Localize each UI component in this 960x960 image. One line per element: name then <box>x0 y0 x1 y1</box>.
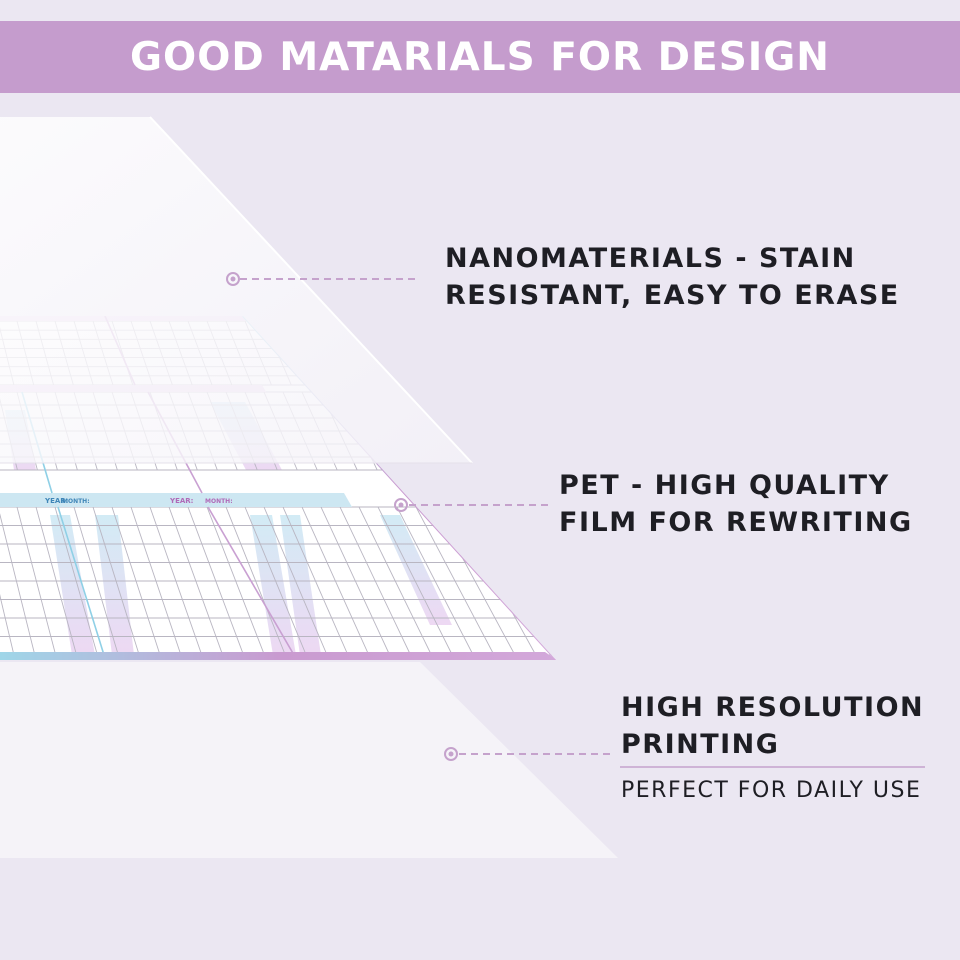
page-title: GOOD MATARIALS FOR DESIGN <box>130 34 830 80</box>
calendar-column-line <box>510 391 556 471</box>
header-banner: GOOD MATARIALS FOR DESIGN <box>0 21 960 93</box>
calendar-year-label: YEAR: <box>44 497 69 505</box>
calendar-column-line <box>244 506 307 656</box>
nanomaterials-label-line2: RESISTANT, EASY TO ERASE <box>445 280 900 311</box>
calendar-column-line <box>415 506 495 656</box>
calendar-column-line <box>206 506 265 656</box>
calendar-column-line <box>453 320 490 386</box>
calendar-column-line <box>339 506 411 656</box>
leader-printing <box>444 747 612 761</box>
nanomaterial-layer-sheet <box>0 117 472 463</box>
calendar-column-line <box>168 506 224 656</box>
calendar-column-line <box>130 506 182 656</box>
calendar-column-line <box>225 506 286 656</box>
calendar-column-line <box>548 320 556 386</box>
calendar-column-line <box>415 320 451 386</box>
calendar-month-label-2: MONTH: <box>205 498 233 505</box>
calendar-column-line <box>35 506 77 656</box>
calendar-column-line <box>54 506 98 656</box>
calendar-column-line <box>548 391 556 471</box>
calendar-column-line <box>301 506 370 656</box>
pet-label-line1: PET - HIGH QUALITY <box>559 470 890 501</box>
calendar-column-line <box>510 320 550 386</box>
calendar-column-line <box>491 391 538 471</box>
calendar-column-line <box>472 391 518 471</box>
pet-label-line2: FILM FOR REWRITING <box>559 507 913 538</box>
leader-pet <box>394 498 548 512</box>
printing-sublabel: PERFECT FOR DAILY USE <box>621 778 922 803</box>
calendar-column-line <box>396 320 431 386</box>
calendar-column-line <box>472 320 510 386</box>
calendar-column-line <box>377 506 453 656</box>
calendar-column-line <box>0 506 15 656</box>
calendar-column-line <box>434 320 470 386</box>
printing-label-line2: PRINTING <box>621 729 780 760</box>
printing-layer-sheet <box>0 662 618 858</box>
printing-label-line1: HIGH RESOLUTION <box>621 692 925 723</box>
calendar-column-line <box>396 506 474 656</box>
calendar-column-line <box>92 506 140 656</box>
leader-nanomaterials <box>226 272 420 286</box>
calendar-column-line <box>263 506 328 656</box>
calendar-column-line <box>0 506 36 656</box>
calendar-column-line <box>529 391 556 471</box>
nanomaterials-label: NANOMATERIALS - STAIN RESISTANT, EASY TO… <box>445 240 900 314</box>
calendar-column-line <box>149 506 203 656</box>
calendar-column-line <box>320 506 391 656</box>
calendar-month-label: MONTH: <box>62 498 90 505</box>
calendar-column-line <box>16 506 57 656</box>
calendar-column-line <box>358 506 432 656</box>
nanomaterials-label-line1: NANOMATERIALS - STAIN <box>445 243 856 274</box>
printing-label: HIGH RESOLUTION PRINTING <box>621 689 924 763</box>
calendar-column-line <box>187 506 244 656</box>
calendar-year-label-2: YEAR: <box>169 497 194 505</box>
calendar-column-line <box>529 320 556 386</box>
calendar-column-line <box>111 506 161 656</box>
calendar-column-line <box>73 506 119 656</box>
pet-label: PET - HIGH QUALITY FILM FOR REWRITING <box>559 467 913 541</box>
calendar-column-line <box>491 320 530 386</box>
calendar-column-line <box>282 506 349 656</box>
